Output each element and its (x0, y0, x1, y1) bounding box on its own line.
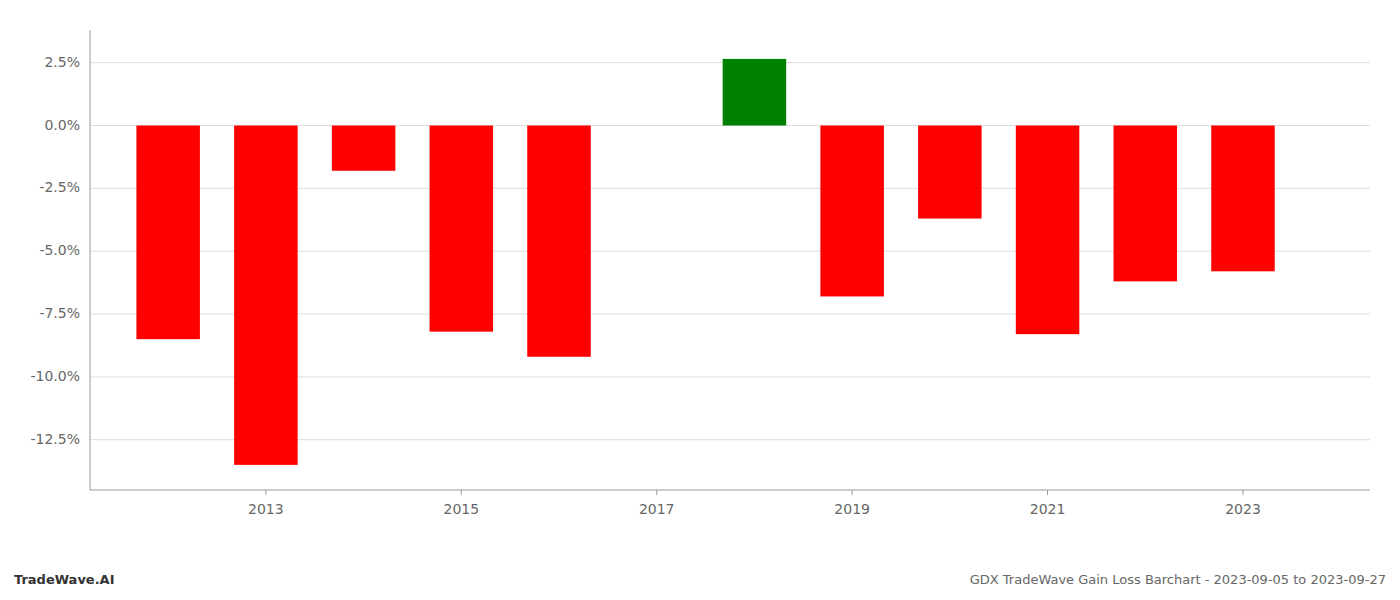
x-tick-label: 2013 (248, 501, 284, 517)
y-tick-label: -12.5% (30, 431, 80, 447)
x-tick-label: 2021 (1030, 501, 1066, 517)
x-tick (1242, 490, 1243, 495)
bar (430, 126, 494, 332)
bar (1211, 126, 1275, 272)
bar (820, 126, 884, 297)
x-tick (265, 490, 266, 495)
x-tick-label: 2015 (443, 501, 479, 517)
x-tick (1047, 490, 1048, 495)
bar (136, 126, 200, 340)
x-tick (852, 490, 853, 495)
x-tick (461, 490, 462, 495)
y-axis: -12.5% -10.0% -7.5% -5.0% -2.5% 0.0% 2.5% (30, 54, 80, 447)
y-tick-label: -7.5% (39, 305, 80, 321)
bar (332, 126, 396, 171)
bar (1114, 126, 1178, 282)
y-tick-label: -10.0% (30, 368, 80, 384)
x-axis-line (90, 489, 1370, 490)
axes: 2013 2015 2017 2019 2021 2023 (90, 30, 1370, 517)
y-tick-label: -2.5% (39, 179, 80, 195)
y-tick-label: 0.0% (44, 117, 80, 133)
bar (234, 126, 298, 465)
bar (723, 59, 787, 126)
footer-left: TradeWave.AI (14, 572, 115, 587)
bars (136, 59, 1274, 465)
x-tick (656, 490, 657, 495)
x-tick-label: 2019 (834, 501, 870, 517)
bar (918, 126, 982, 219)
y-axis-line (90, 30, 91, 490)
footer-right: GDX TradeWave Gain Loss Barchart - 2023-… (970, 572, 1386, 587)
chart-container: -12.5%-10.0%-7.5%-5.0%-2.5%0.0%2.5%20132… (0, 0, 1400, 600)
bar (527, 126, 591, 357)
y-tick-label: 2.5% (44, 54, 80, 70)
x-tick-label: 2017 (639, 501, 675, 517)
bar (1016, 126, 1080, 335)
x-tick-label: 2023 (1225, 501, 1261, 517)
y-tick-label: -5.0% (39, 242, 80, 258)
chart-svg: -12.5%-10.0%-7.5%-5.0%-2.5%0.0%2.5%20132… (0, 0, 1400, 600)
